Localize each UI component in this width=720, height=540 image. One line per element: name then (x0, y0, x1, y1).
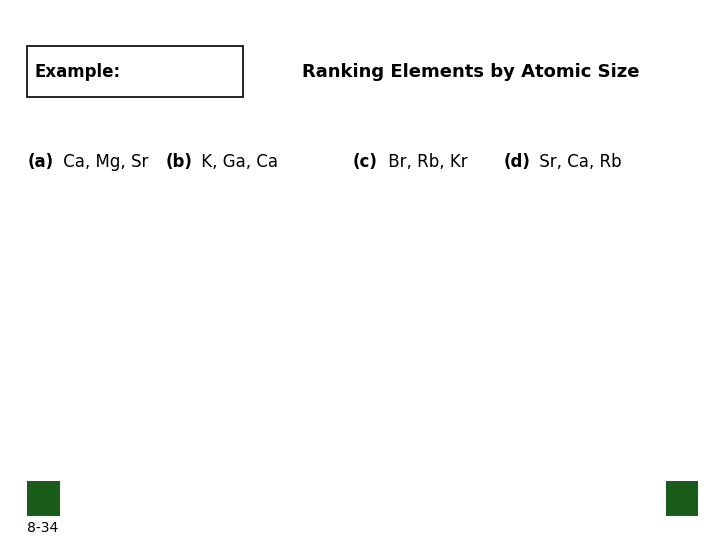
Text: Ranking Elements by Atomic Size: Ranking Elements by Atomic Size (302, 63, 640, 80)
Text: K, Ga, Ca: K, Ga, Ca (196, 153, 278, 171)
Text: Ca, Mg, Sr: Ca, Mg, Sr (58, 153, 148, 171)
FancyBboxPatch shape (27, 481, 60, 516)
Text: Example:: Example: (35, 63, 121, 80)
Text: (c): (c) (353, 153, 378, 171)
Text: Sr, Ca, Rb: Sr, Ca, Rb (534, 153, 622, 171)
Text: Br, Rb, Kr: Br, Rb, Kr (383, 153, 468, 171)
Text: (b): (b) (166, 153, 192, 171)
Text: (d): (d) (504, 153, 531, 171)
FancyBboxPatch shape (666, 481, 698, 516)
FancyBboxPatch shape (27, 46, 243, 97)
Text: 8-34: 8-34 (27, 521, 58, 535)
Text: (a): (a) (27, 153, 53, 171)
